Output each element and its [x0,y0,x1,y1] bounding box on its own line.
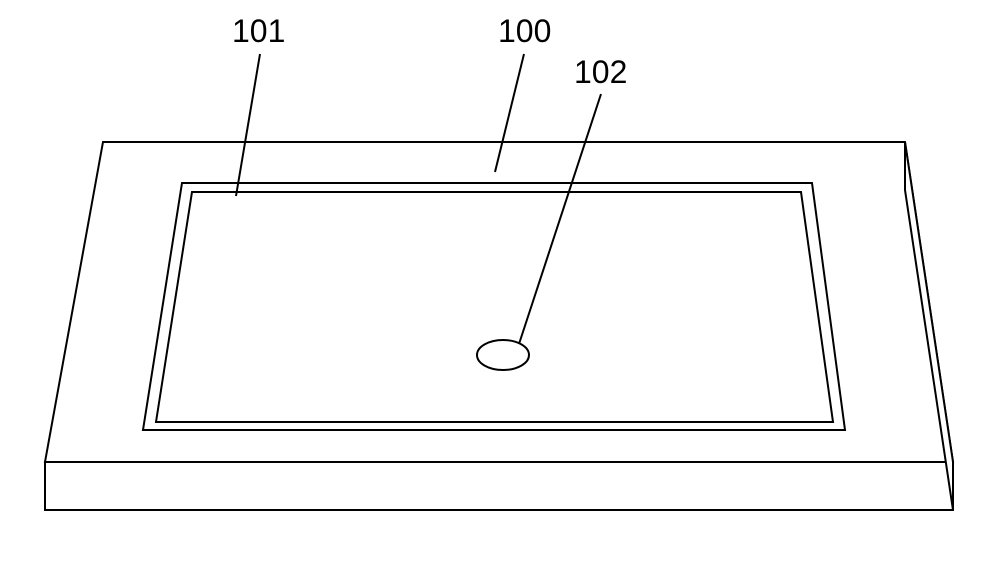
center-hole [477,340,529,370]
slab-front-face [45,462,953,510]
label-100: 100 [498,13,551,50]
diagram-svg [0,0,1000,567]
label-101: 101 [232,13,285,50]
technical-diagram: 101 100 102 [0,0,1000,567]
label-102: 102 [574,54,627,91]
